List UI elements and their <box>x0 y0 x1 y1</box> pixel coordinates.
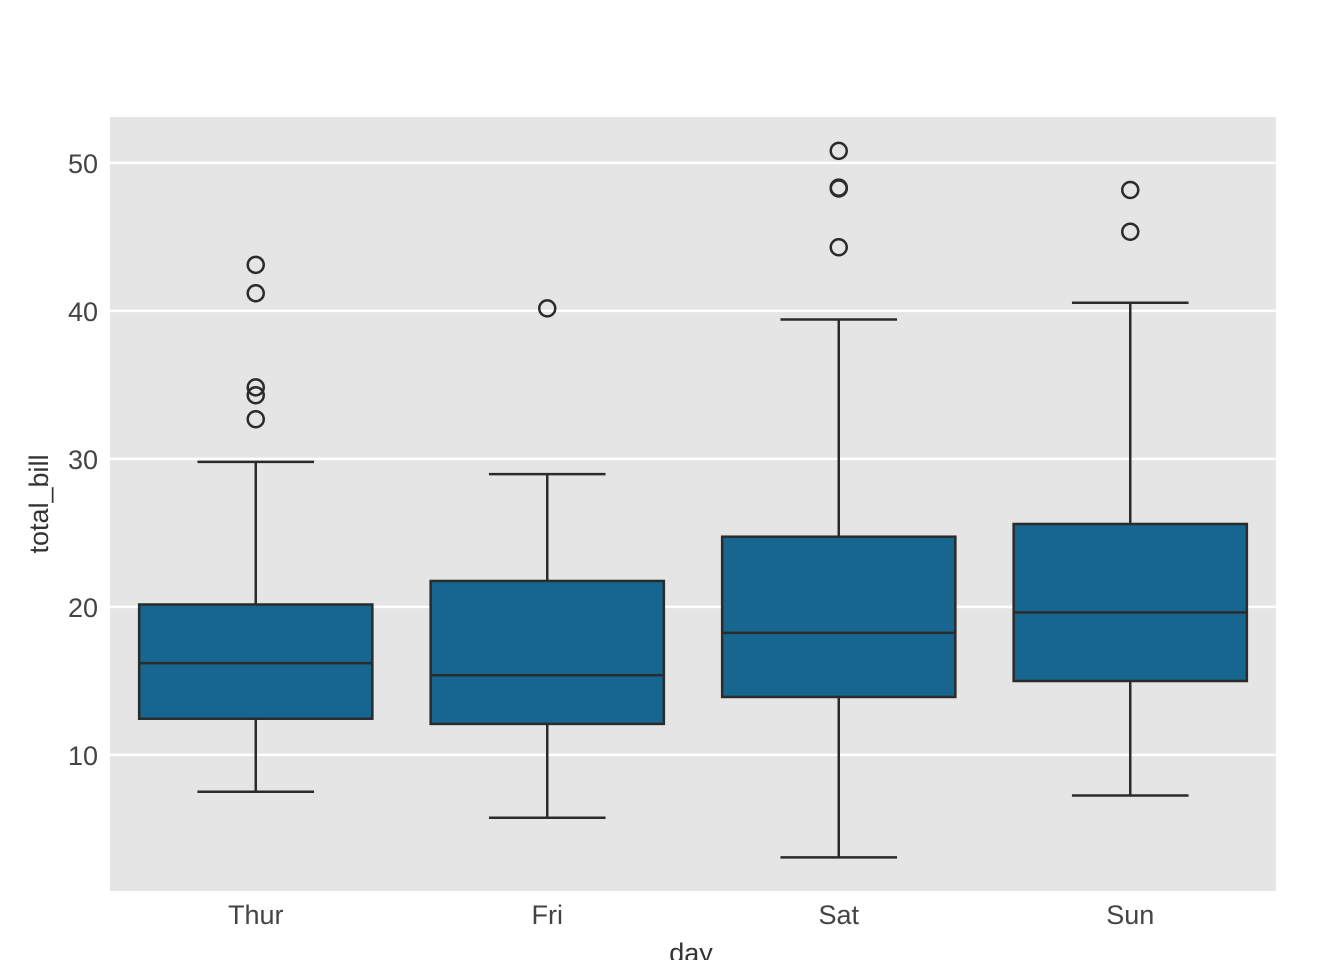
box-fri <box>429 299 666 819</box>
plot-area <box>110 117 1276 891</box>
outlier-point <box>246 284 265 303</box>
x-tick-label: Fri <box>532 900 563 930</box>
y-axis-ticks: 10 20 30 40 50 <box>68 149 98 771</box>
y-tick-label: 10 <box>68 741 98 771</box>
outlier-point <box>1121 222 1140 241</box>
iqr-box <box>1012 522 1249 683</box>
outlier-point <box>246 378 265 397</box>
iqr-box <box>429 579 666 726</box>
y-tick-label: 30 <box>68 445 98 475</box>
y-tick-label: 40 <box>68 297 98 327</box>
outlier-point <box>246 385 265 405</box>
x-axis-ticks: Thur Fri Sat Sun <box>228 900 1154 930</box>
x-tick-label: Sun <box>1106 900 1154 930</box>
outlier-point <box>246 255 265 275</box>
box-sun <box>1012 180 1249 797</box>
y-tick-label: 50 <box>68 149 98 179</box>
outlier-point <box>1121 180 1140 200</box>
x-tick-label: Sat <box>818 900 859 930</box>
box-thur <box>137 255 374 793</box>
outlier-point <box>829 237 848 257</box>
x-tick-label: Thur <box>228 900 284 930</box>
iqr-box <box>720 535 957 699</box>
x-axis-label: day <box>669 938 713 960</box>
outlier-point <box>246 409 265 429</box>
box-sat <box>720 141 957 859</box>
outlier-point <box>538 299 557 318</box>
outlier-point <box>829 141 848 161</box>
y-axis-label: total_bill <box>24 454 54 553</box>
boxes <box>137 141 1249 859</box>
outlier-point <box>829 178 848 197</box>
iqr-box <box>137 603 374 720</box>
y-tick-label: 20 <box>68 593 98 623</box>
